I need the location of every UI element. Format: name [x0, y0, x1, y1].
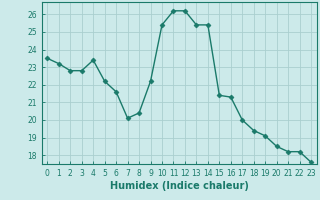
X-axis label: Humidex (Indice chaleur): Humidex (Indice chaleur)	[110, 181, 249, 191]
